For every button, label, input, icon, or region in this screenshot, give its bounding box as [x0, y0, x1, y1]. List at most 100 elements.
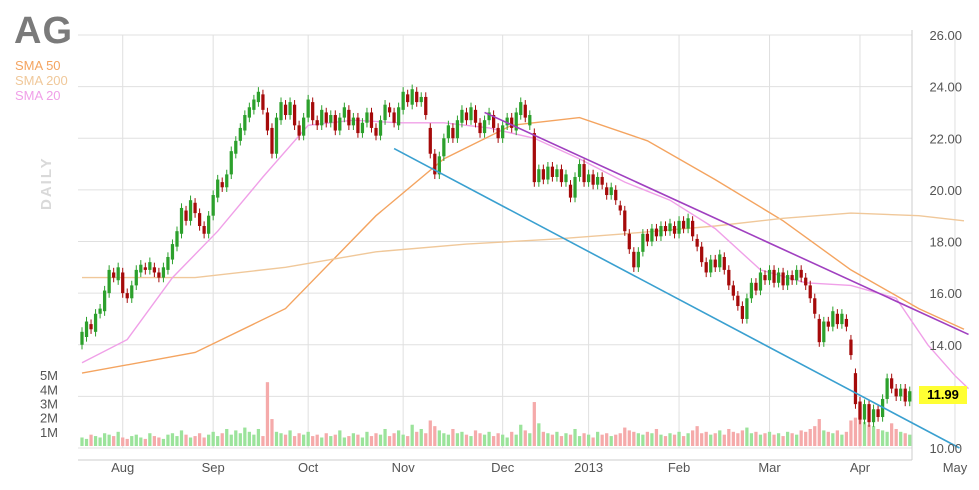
volume-bar — [80, 437, 84, 446]
candle-body — [179, 207, 184, 234]
candle-body — [410, 89, 414, 105]
moving-averages — [81, 116, 969, 390]
volume-bar — [799, 430, 803, 446]
candle-body — [501, 125, 505, 139]
candle-body — [632, 251, 636, 268]
volume-bar — [442, 433, 446, 446]
candle-body — [220, 182, 224, 188]
candle-body — [270, 127, 274, 154]
candle-body — [229, 151, 233, 175]
volume-bar — [139, 437, 143, 446]
x-tick-label: Mar — [758, 460, 781, 475]
volume-bar — [686, 433, 690, 446]
candle-body — [392, 112, 396, 123]
candle-body — [378, 120, 383, 136]
candle-body — [573, 176, 577, 198]
volume-bar — [573, 428, 577, 446]
candle-body — [858, 401, 862, 420]
candle-body — [225, 174, 229, 188]
candle-body — [184, 210, 188, 221]
volume-bar — [718, 430, 722, 446]
volume-bar — [469, 436, 473, 446]
volume-bar — [519, 424, 523, 446]
candle-body — [234, 140, 238, 154]
candle-body — [709, 259, 713, 273]
candle-body — [749, 282, 754, 299]
volume-bar — [614, 434, 618, 446]
volume-bar — [197, 433, 202, 446]
volume-bar — [681, 436, 686, 446]
volume-bar — [822, 430, 826, 446]
candle-body — [672, 226, 677, 234]
trend-line-upper — [484, 111, 969, 336]
candle-body — [636, 251, 640, 268]
legend-sma-50: SMA 50 — [15, 58, 61, 73]
candle-body — [781, 272, 785, 286]
volume-bar — [781, 436, 785, 446]
candle-body — [311, 102, 315, 121]
volume-bar — [749, 433, 754, 446]
candle-body — [559, 169, 564, 183]
volume-bar — [831, 433, 835, 446]
y-tick-label: 20.00 — [929, 183, 962, 198]
volume-bar — [813, 426, 817, 446]
volume-bar — [591, 437, 595, 446]
candle-body — [116, 267, 120, 281]
candle-body — [799, 269, 803, 278]
candle-body — [727, 269, 731, 286]
volume-bar — [491, 436, 496, 446]
candle-body — [890, 378, 894, 389]
y-tick-label: 10.00 — [929, 441, 962, 456]
volume-bar — [419, 428, 423, 446]
volume-bar — [609, 436, 613, 446]
volume-bar — [844, 431, 849, 446]
candle-body — [175, 231, 179, 247]
volume-bar — [632, 431, 636, 446]
volume-bar — [867, 424, 871, 446]
volume-bar — [740, 430, 745, 446]
candle-body — [831, 311, 835, 327]
candle-body — [139, 264, 143, 273]
candle-body — [247, 107, 251, 118]
volume-bar — [378, 434, 383, 446]
volume-bar — [161, 438, 166, 446]
volume-bar — [858, 406, 862, 446]
candle-body — [668, 223, 672, 232]
volume-bar — [510, 431, 514, 446]
candle-body — [876, 409, 880, 418]
volume-bar — [528, 433, 532, 446]
candle-body — [274, 117, 279, 154]
candle-body — [713, 259, 717, 268]
candle-body — [396, 107, 401, 126]
candle-body — [356, 117, 360, 134]
candle-body — [659, 226, 663, 237]
volume-bar — [288, 430, 292, 446]
sma-line — [82, 212, 965, 279]
candle-body — [134, 269, 138, 286]
volume-bar — [333, 434, 337, 446]
candle-body — [473, 109, 478, 123]
candle-body — [758, 272, 763, 291]
candle-body — [555, 169, 559, 177]
trend-lines — [393, 111, 969, 449]
candle-body — [419, 96, 423, 103]
volume-bar — [170, 433, 175, 446]
candle-body — [790, 275, 794, 281]
x-tick-label: May — [943, 460, 968, 475]
volume-bar — [297, 433, 301, 446]
volume-bar — [559, 436, 564, 446]
candle-body — [822, 321, 826, 343]
candle-body — [894, 388, 898, 397]
volume-bar — [89, 434, 93, 446]
volume-bar — [885, 431, 889, 446]
volume-tick-label: 2M — [40, 411, 58, 426]
volume-bar — [776, 433, 781, 446]
volume-bar — [523, 430, 527, 446]
candle-body — [374, 127, 378, 136]
volume-bar — [849, 420, 853, 446]
volume-bar — [292, 436, 297, 446]
candle-body — [528, 115, 532, 126]
candle-body — [148, 262, 152, 270]
volume-bar — [790, 433, 794, 446]
